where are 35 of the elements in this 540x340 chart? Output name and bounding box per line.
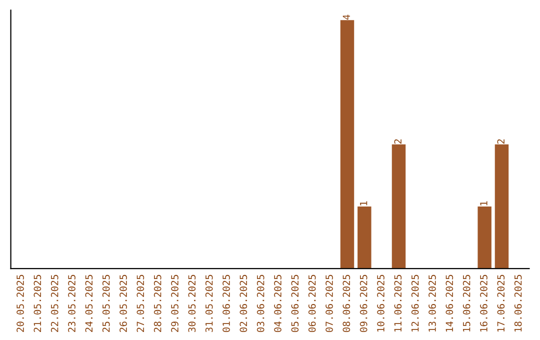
data-label: 2 [394,139,402,144]
x-tick-label: 07.06.2025 [326,274,333,332]
data-label: 1 [480,201,488,206]
x-tick-label: 24.05.2025 [85,274,93,332]
x-tick-label: 30.05.2025 [188,274,196,332]
x-tick-label: 13.06.2025 [428,274,436,332]
x-tick-label: 02.06.2025 [240,274,248,332]
x-tick-label: 05.06.2025 [291,274,299,332]
x-tick-label: 14.06.2025 [446,274,454,332]
x-tick-label: 17.06.2025 [497,274,505,332]
x-tick-label: 11.06.2025 [394,274,402,332]
data-label: 1 [360,201,368,206]
x-tick-label: 15.06.2025 [462,274,470,332]
x-tick-label: 31.05.2025 [205,274,213,332]
x-tick-label: 21.05.2025 [34,274,42,332]
x-tick-label: 03.06.2025 [256,274,264,332]
x-tick-label: 23.05.2025 [68,274,76,332]
x-tick-label: 10.06.2025 [377,274,384,332]
x-tick-label: 26.05.2025 [120,274,127,332]
x-tick-label: 16.06.2025 [480,274,488,332]
x-tick-label: 01.06.2025 [222,274,230,332]
x-tick-label: 04.06.2025 [274,274,282,332]
x-tick-label: 09.06.2025 [360,274,368,332]
x-tick-label: 18.06.2025 [514,274,522,332]
data-label: 2 [497,139,504,144]
x-tick-label: 20.05.2025 [16,274,24,332]
x-tick-label: 12.06.2025 [411,274,419,332]
x-tick-label: 28.05.2025 [154,274,162,332]
x-tick-label: 06.06.2025 [308,274,316,332]
x-tick-label: 27.05.2025 [136,274,144,332]
x-tick-label: 08.06.2025 [342,274,350,332]
x-tick-label: 22.05.2025 [50,274,58,332]
x-tick-label: 29.05.2025 [171,274,178,332]
x-tick-label: 25.05.2025 [102,274,110,332]
data-label: 4 [342,14,350,20]
